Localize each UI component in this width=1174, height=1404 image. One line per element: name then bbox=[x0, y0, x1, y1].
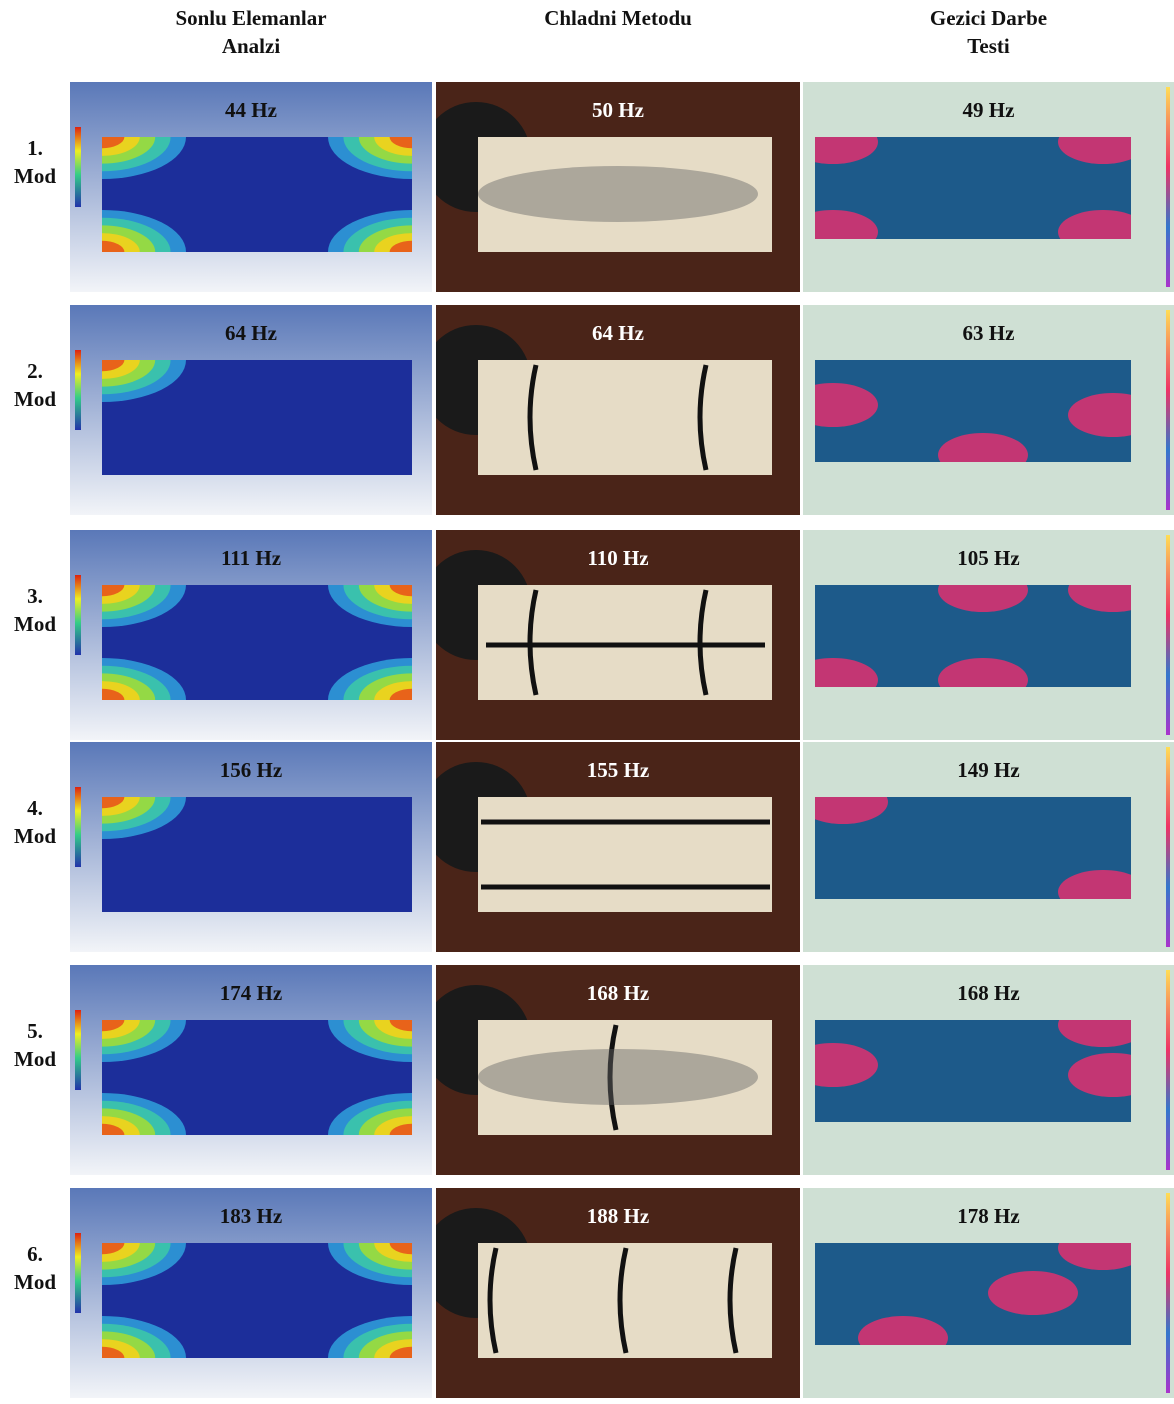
panel: 155 Hz bbox=[436, 742, 800, 952]
panel: 64 Hz bbox=[436, 305, 800, 515]
sand bbox=[478, 1049, 758, 1105]
header-line: Analzi bbox=[70, 32, 432, 60]
row-label-line: 2. bbox=[0, 357, 70, 385]
sand bbox=[478, 166, 758, 222]
hot-spot bbox=[988, 1271, 1078, 1315]
color-legend bbox=[75, 1010, 81, 1090]
frequency: 149 Hz bbox=[803, 758, 1174, 783]
row-label: 5.Mod bbox=[0, 1017, 70, 1073]
panel: 178 Hz bbox=[803, 1188, 1174, 1398]
frequency: 168 Hz bbox=[803, 981, 1174, 1006]
frequency: 188 Hz bbox=[436, 1204, 800, 1229]
row-label-line: 3. bbox=[0, 582, 70, 610]
plate bbox=[478, 797, 772, 912]
row-label-line: 4. bbox=[0, 794, 70, 822]
panel: 63 Hz bbox=[803, 305, 1174, 515]
panel: 156 Hz bbox=[70, 742, 432, 952]
row-label-line: 1. bbox=[0, 134, 70, 162]
color-legend bbox=[75, 1233, 81, 1313]
panel: 183 Hz bbox=[70, 1188, 432, 1398]
panel: 168 Hz bbox=[803, 965, 1174, 1175]
row-label-line: 6. bbox=[0, 1240, 70, 1268]
frequency: 155 Hz bbox=[436, 758, 800, 783]
frequency: 44 Hz bbox=[70, 98, 432, 123]
row-label-line: Mod bbox=[0, 610, 70, 638]
frequency: 168 Hz bbox=[436, 981, 800, 1006]
panel: 110 Hz bbox=[436, 530, 800, 740]
row-label-line: Mod bbox=[0, 162, 70, 190]
row-label: 3.Mod bbox=[0, 582, 70, 638]
panel: 168 Hz bbox=[436, 965, 800, 1175]
plate bbox=[478, 360, 772, 475]
color-legend bbox=[75, 575, 81, 655]
frequency: 105 Hz bbox=[803, 546, 1174, 571]
row-label: 4.Mod bbox=[0, 794, 70, 850]
column-header: Chladni Metodu bbox=[436, 4, 800, 32]
frequency: 64 Hz bbox=[436, 321, 800, 346]
panel: 64 Hz bbox=[70, 305, 432, 515]
panel: 50 Hz bbox=[436, 82, 800, 292]
panel: 174 Hz bbox=[70, 965, 432, 1175]
header-line: Gezici Darbe bbox=[803, 4, 1174, 32]
row-label-line: Mod bbox=[0, 1268, 70, 1296]
panel: 105 Hz bbox=[803, 530, 1174, 740]
panel: 49 Hz bbox=[803, 82, 1174, 292]
frequency: 183 Hz bbox=[70, 1204, 432, 1229]
row-label: 1.Mod bbox=[0, 134, 70, 190]
column-header: Sonlu ElemanlarAnalzi bbox=[70, 4, 432, 60]
header-line: Testi bbox=[803, 32, 1174, 60]
panel: 111 Hz bbox=[70, 530, 432, 740]
row-label-line: Mod bbox=[0, 385, 70, 413]
panel: 188 Hz bbox=[436, 1188, 800, 1398]
page: Sonlu ElemanlarAnalziChladni MetoduGezic… bbox=[0, 0, 1174, 1404]
panel: 44 Hz bbox=[70, 82, 432, 292]
frequency: 63 Hz bbox=[803, 321, 1174, 346]
header-line: Chladni Metodu bbox=[436, 4, 800, 32]
color-legend bbox=[75, 127, 81, 207]
frequency: 111 Hz bbox=[70, 546, 432, 571]
header-line: Sonlu Elemanlar bbox=[70, 4, 432, 32]
panel: 149 Hz bbox=[803, 742, 1174, 952]
frequency: 178 Hz bbox=[803, 1204, 1174, 1229]
row-label-line: Mod bbox=[0, 822, 70, 850]
frequency: 110 Hz bbox=[436, 546, 800, 571]
frequency: 50 Hz bbox=[436, 98, 800, 123]
row-label: 2.Mod bbox=[0, 357, 70, 413]
color-legend bbox=[75, 350, 81, 430]
frequency: 64 Hz bbox=[70, 321, 432, 346]
row-label-line: 5. bbox=[0, 1017, 70, 1045]
frequency: 49 Hz bbox=[803, 98, 1174, 123]
frequency: 174 Hz bbox=[70, 981, 432, 1006]
row-label: 6.Mod bbox=[0, 1240, 70, 1296]
frequency: 156 Hz bbox=[70, 758, 432, 783]
row-label-line: Mod bbox=[0, 1045, 70, 1073]
color-legend bbox=[75, 787, 81, 867]
